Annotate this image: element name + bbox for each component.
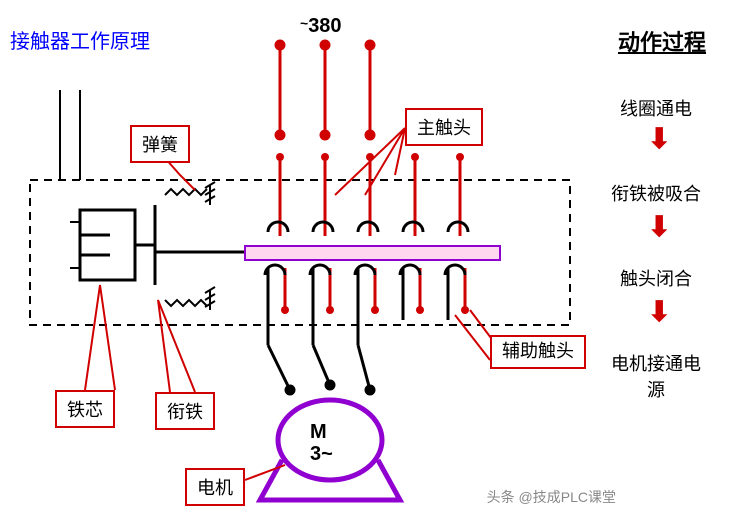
label-main-contact: 主触头 [405,108,483,146]
label-motor: 电机 [185,468,245,506]
diagram-svg: M 3~ [0,0,746,515]
watermark: 头条 @技成PLC课堂 [487,487,616,507]
svg-text:M: M [310,421,327,443]
label-aux-contact: 辅助触头 [490,335,586,369]
label-spring: 弹簧 [130,125,190,163]
label-core: 铁芯 [55,390,115,428]
svg-text:3~: 3~ [310,443,333,465]
label-armature: 衔铁 [155,392,215,430]
